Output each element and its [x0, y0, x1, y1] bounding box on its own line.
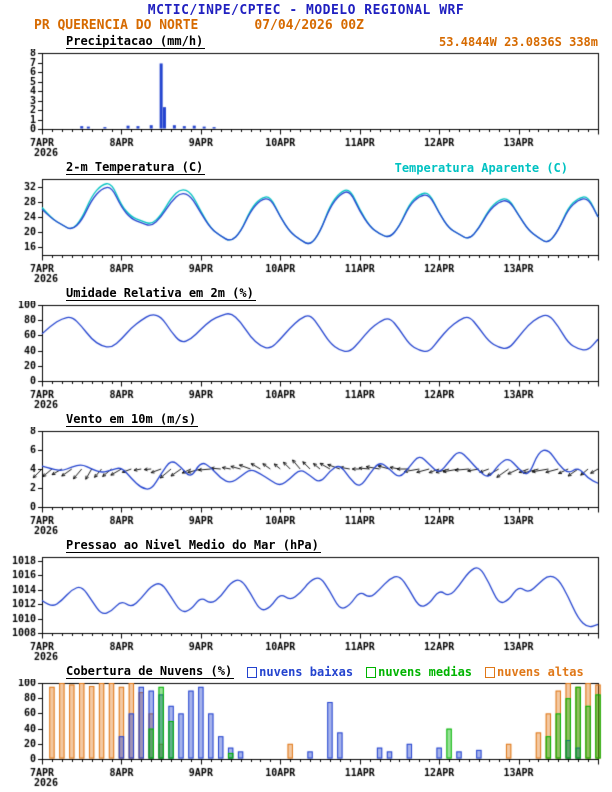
panel-wind: Vento em 10m (m/s)	[0, 412, 612, 537]
location-coords: 53.4844W 23.0836S 338m	[439, 35, 598, 49]
model-title: MCTIC/INPE/CPTEC - MODELO REGIONAL WRF	[147, 3, 465, 18]
low-clouds-legend-swatch-icon	[247, 666, 258, 678]
apparent-temperature-label: Temperatura Aparente (C)	[394, 161, 568, 175]
panel-humidity-title-row: Umidade Relativa em 2m (%)	[0, 286, 612, 301]
pressure-plot	[0, 553, 612, 663]
cloud-cover-plot	[0, 679, 612, 789]
panel-temperature-title-row: 2-m Temperatura (C) Temperatura Aparente…	[0, 160, 612, 175]
panel-title-temperature: 2-m Temperatura (C)	[66, 160, 206, 175]
high-clouds-legend-label: nuvens altas	[497, 665, 584, 679]
panel-title-wind: Vento em 10m (m/s)	[66, 412, 199, 427]
mid-clouds-legend-swatch-icon	[366, 666, 377, 678]
panel-wind-title-row: Vento em 10m (m/s)	[0, 412, 612, 427]
high-clouds-legend-swatch-icon	[485, 666, 496, 678]
temperature-plot	[0, 175, 612, 285]
panel-title-cloud-cover: Cobertura de Nuvens (%)	[66, 664, 235, 679]
wind-plot	[0, 427, 612, 537]
station-row: PR QUERENCIA DO NORTE 07/04/2026 00Z	[0, 18, 612, 33]
precipitation-plot	[0, 49, 612, 159]
panel-precipitation: Precipitacao (mm/h) 53.4844W 23.0836S 33…	[0, 34, 612, 159]
legend-mid-clouds: nuvens medias	[366, 665, 472, 679]
panel-temperature: 2-m Temperatura (C) Temperatura Aparente…	[0, 160, 612, 285]
legend-low-clouds: nuvens baixas	[247, 665, 353, 679]
panel-humidity: Umidade Relativa em 2m (%)	[0, 286, 612, 411]
panel-cloud-cover-title-row: Cobertura de Nuvens (%) nuvens baixas nu…	[0, 664, 612, 679]
panel-title-pressure: Pressao ao Nivel Medio do Mar (hPa)	[66, 538, 321, 553]
humidity-plot	[0, 301, 612, 411]
panel-cloud-cover: Cobertura de Nuvens (%) nuvens baixas nu…	[0, 664, 612, 789]
panel-precipitation-title-row: Precipitacao (mm/h) 53.4844W 23.0836S 33…	[0, 34, 612, 49]
low-clouds-legend-label: nuvens baixas	[259, 665, 354, 679]
panel-title-precipitation: Precipitacao (mm/h)	[66, 34, 206, 49]
station-name: PR QUERENCIA DO NORTE	[34, 18, 199, 33]
mid-clouds-legend-label: nuvens medias	[378, 665, 473, 679]
panel-title-humidity: Umidade Relativa em 2m (%)	[66, 286, 256, 301]
panel-pressure: Pressao ao Nivel Medio do Mar (hPa)	[0, 538, 612, 663]
run-datetime: 07/04/2026 00Z	[254, 18, 364, 33]
legend-high-clouds: nuvens altas	[485, 665, 584, 679]
panel-pressure-title-row: Pressao ao Nivel Medio do Mar (hPa)	[0, 538, 612, 553]
